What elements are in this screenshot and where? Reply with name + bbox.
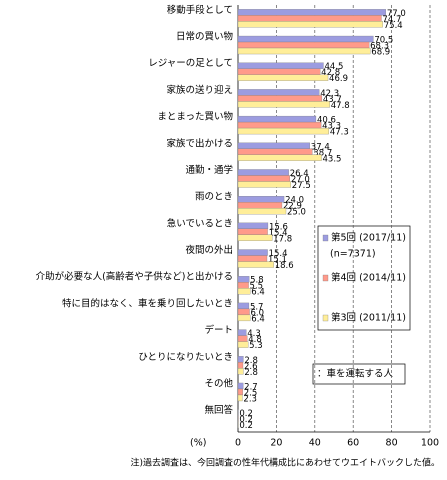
bar: [238, 149, 312, 155]
bar: [238, 181, 291, 187]
value-label: 47.3: [330, 128, 349, 138]
y-tick-label: 家族で出かける: [166, 137, 233, 149]
value-label: 6.4: [251, 314, 265, 324]
value-label: 5.3: [249, 341, 263, 351]
bar: [238, 395, 242, 401]
bar: [238, 330, 246, 336]
bar: [238, 69, 320, 75]
value-label: 2.3: [243, 394, 257, 404]
y-tick-label: 夜間の外出: [185, 244, 233, 256]
bar: [238, 208, 286, 214]
y-tick-label: 特に目的はなく、車を乗り回したいとき: [62, 297, 233, 309]
bar: [238, 36, 373, 42]
bar: [238, 196, 284, 202]
value-label: 68.9: [371, 48, 390, 58]
value-label: 43.5: [323, 154, 342, 164]
bar: [238, 336, 247, 342]
bar: [238, 315, 250, 321]
bar: [238, 383, 243, 389]
value-label: 46.9: [329, 74, 348, 84]
value-label: 27.5: [292, 181, 311, 191]
bar: [238, 95, 322, 101]
x-tick-label: 60: [347, 438, 359, 449]
bar: [238, 175, 290, 181]
annotation: ：車を運転する人: [317, 368, 394, 380]
value-label: 17.8: [273, 234, 292, 244]
bar: [238, 143, 310, 149]
bar: [238, 116, 316, 122]
x-tick-label: 40: [309, 438, 321, 449]
x-tick-label: 80: [386, 438, 398, 449]
y-tick-label: 介助が必要な人(高齢者や子供など)と出かける: [36, 271, 233, 283]
bar: [238, 155, 322, 161]
bar: [238, 303, 249, 309]
x-tick-label: 0: [235, 438, 241, 449]
bar: [238, 276, 249, 282]
bar: [238, 288, 250, 294]
bar: [238, 169, 289, 175]
bar: [238, 42, 369, 48]
bar: [238, 342, 248, 348]
y-tick-label: 通勤・通学: [185, 164, 233, 176]
y-tick-label: 雨のとき: [195, 192, 233, 203]
bar: [238, 21, 383, 27]
x-tick-label: 20: [270, 438, 282, 449]
legend-label: 第4回 (2014/11): [331, 272, 406, 284]
bar: [238, 128, 329, 134]
y-tick-label: 無回答: [204, 404, 233, 416]
bar: [238, 256, 267, 262]
bar: [238, 223, 268, 229]
bar: [238, 250, 268, 256]
y-tick-label: レジャーの足として: [148, 58, 233, 69]
value-label: 6.4: [251, 288, 265, 298]
legend-label: 第3回 (2011/11): [331, 312, 406, 324]
legend-label: 第5回 (2017/11): [331, 232, 406, 244]
value-label: 0.2: [239, 421, 253, 431]
x-axis-label: (%): [190, 438, 206, 449]
y-tick-label: デート: [204, 324, 233, 336]
bar: [238, 235, 272, 241]
bar: [238, 89, 319, 95]
bar: [238, 202, 282, 208]
bar: [238, 229, 268, 235]
y-tick-label: 日常の買い物: [176, 31, 234, 43]
footnote: 注)過去調査は、今回調査の性年代構成比にあわせてウエイトバックした値。: [130, 457, 440, 469]
bar: [238, 48, 370, 54]
bar: [238, 262, 274, 268]
bar: [238, 15, 381, 21]
bar: [238, 368, 243, 374]
legend-swatch: [323, 315, 328, 321]
bar: [238, 389, 243, 395]
bar: [238, 362, 243, 368]
bar: [238, 63, 323, 69]
y-tick-label: ひとりになりたいとき: [138, 352, 233, 363]
legend-swatch: [323, 235, 328, 241]
bar: [238, 9, 386, 15]
bar: [238, 282, 249, 288]
x-tick-label: 100: [421, 438, 439, 449]
y-tick-label: 家族の送り迎え: [166, 84, 233, 96]
bar: [238, 356, 243, 362]
bar: [238, 122, 321, 128]
y-tick-label: その他: [204, 377, 233, 389]
bar: [238, 101, 330, 107]
value-label: 2.8: [244, 368, 258, 378]
value-label: 47.8: [331, 101, 350, 111]
y-tick-label: 移動手段として: [167, 4, 233, 16]
bar: [238, 309, 250, 315]
value-label: 25.0: [287, 208, 306, 218]
bar: [238, 75, 328, 81]
legend-swatch: [323, 275, 328, 281]
legend-note: (n=7371): [330, 249, 376, 260]
value-label: 75.4: [384, 21, 403, 31]
y-tick-label: まとまった買い物: [157, 111, 233, 123]
value-label: 18.6: [275, 261, 294, 271]
y-tick-label: 急いでいるとき: [167, 217, 233, 229]
